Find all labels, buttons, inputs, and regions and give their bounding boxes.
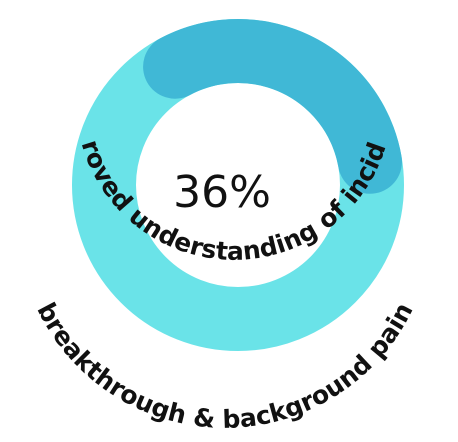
- center-value-label: 36%: [173, 167, 271, 218]
- donut-value-arc: [72, 19, 404, 351]
